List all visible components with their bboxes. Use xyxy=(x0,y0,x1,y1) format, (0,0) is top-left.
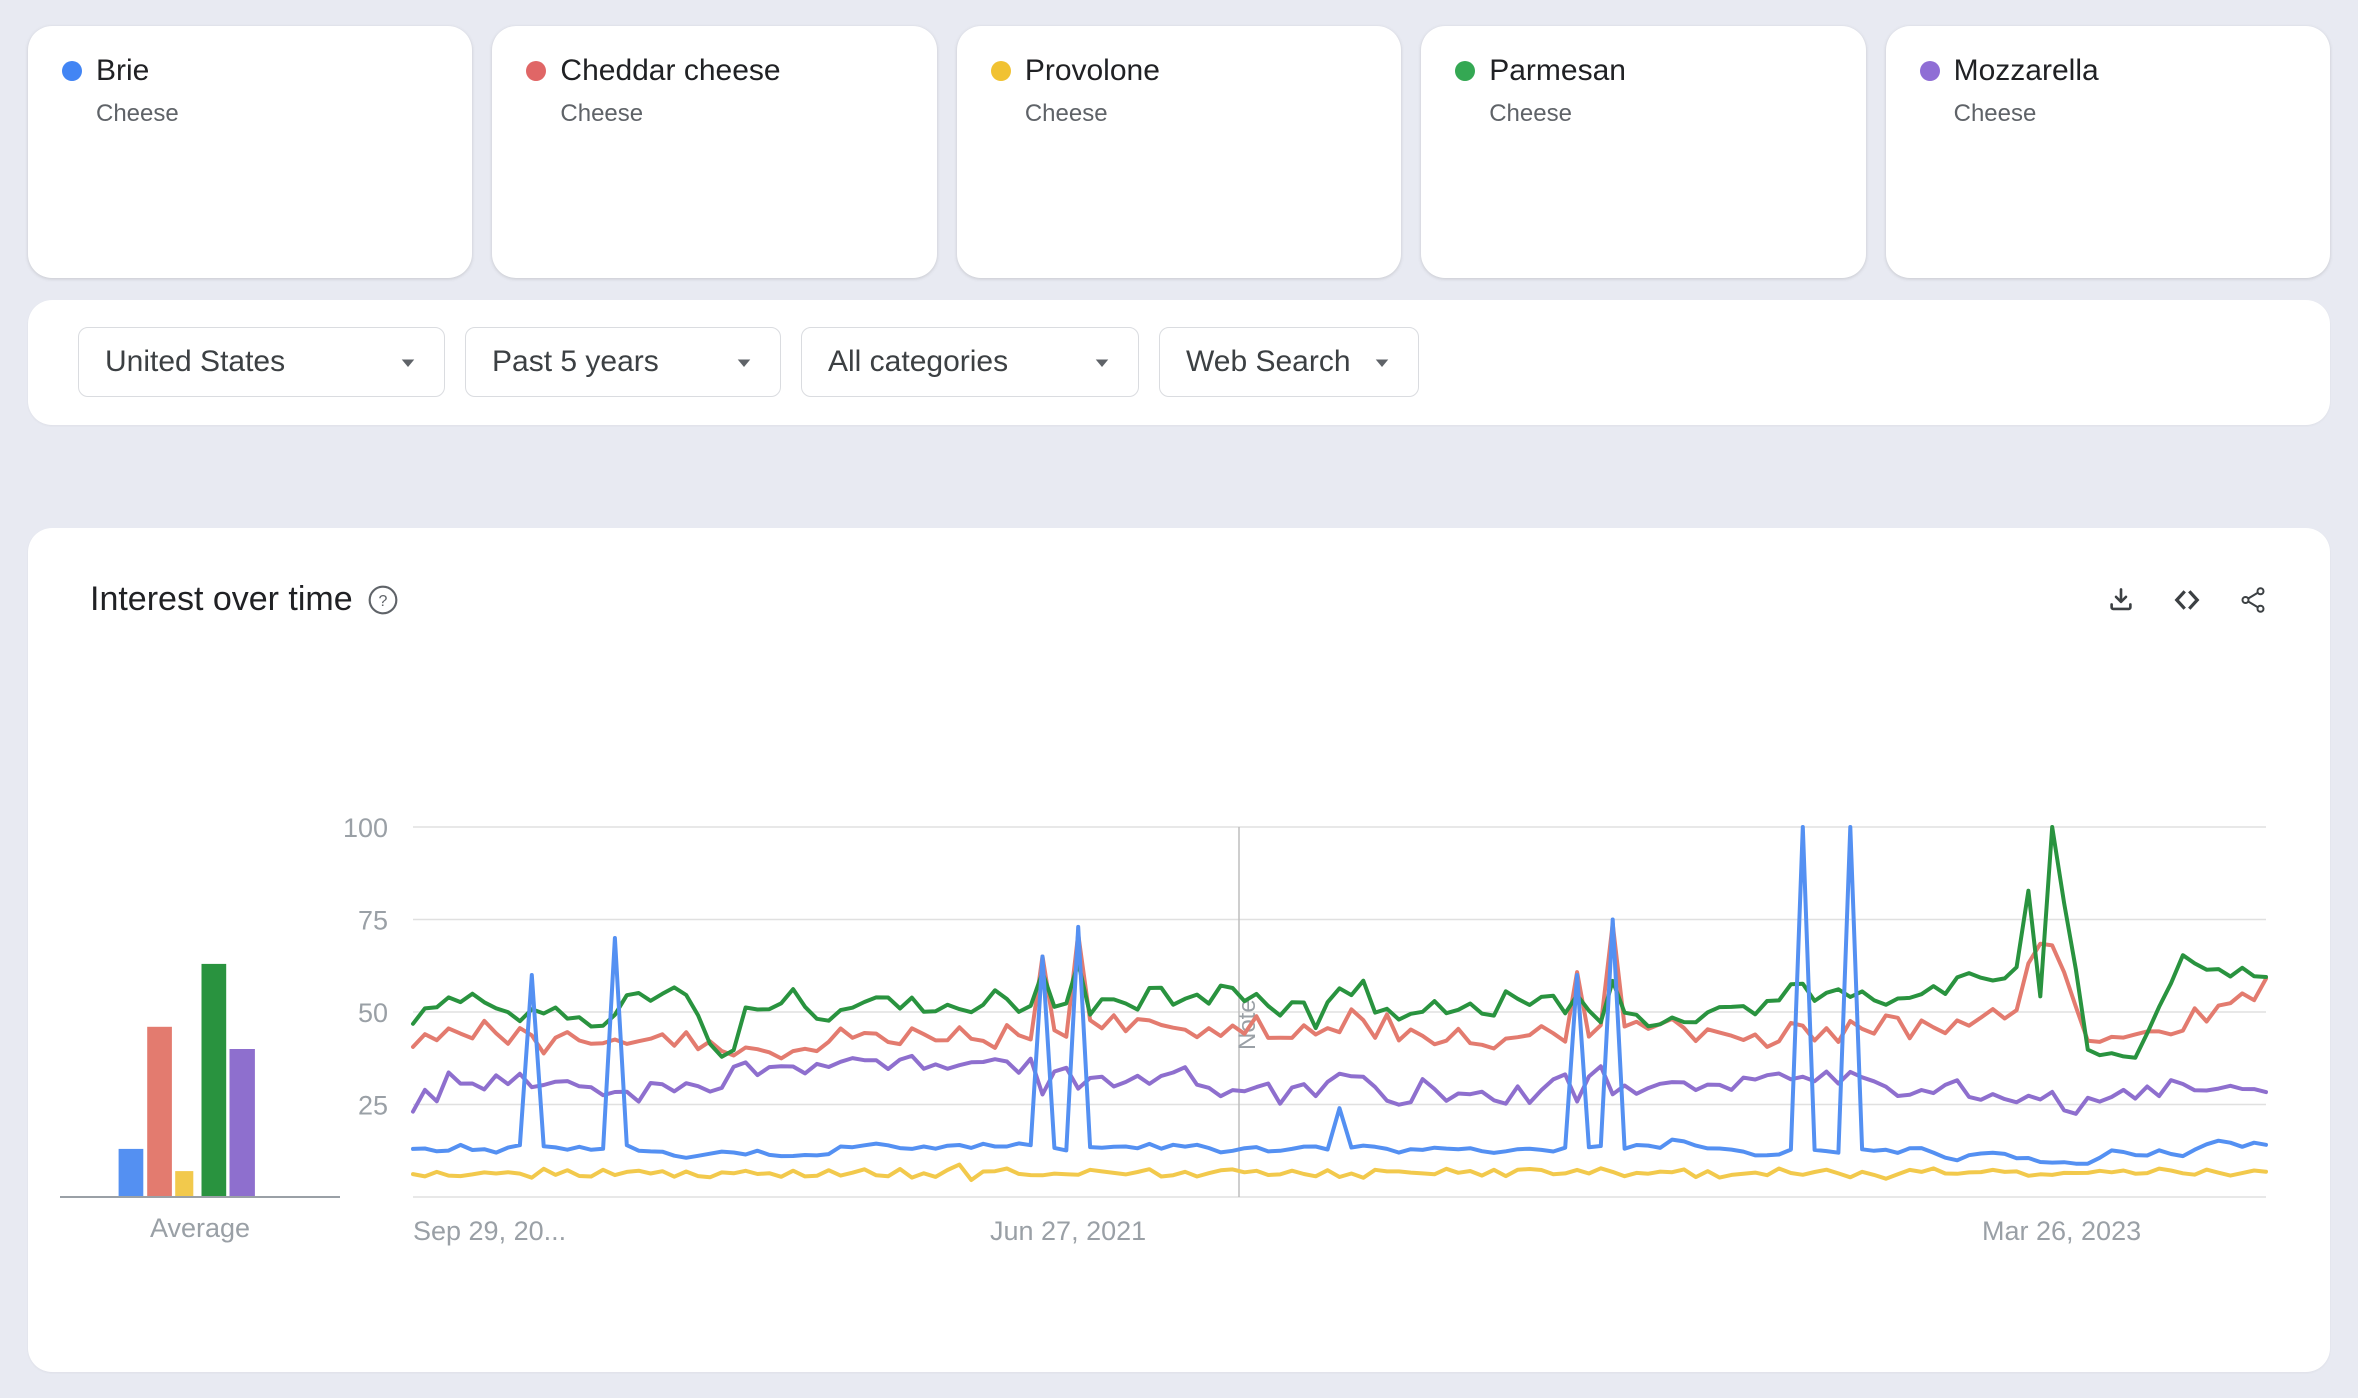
svg-text:Mar 26, 2023: Mar 26, 2023 xyxy=(1982,1216,2141,1246)
svg-text:Sep 29, 20...: Sep 29, 20... xyxy=(413,1216,566,1246)
svg-text:25: 25 xyxy=(358,1091,388,1121)
svg-text:Jun 27, 2021: Jun 27, 2021 xyxy=(990,1216,1146,1246)
svg-text:50: 50 xyxy=(358,998,388,1028)
svg-text:Average: Average xyxy=(150,1213,250,1243)
svg-text:Note: Note xyxy=(1234,999,1261,1050)
svg-text:100: 100 xyxy=(343,813,388,843)
svg-text:75: 75 xyxy=(358,906,388,936)
